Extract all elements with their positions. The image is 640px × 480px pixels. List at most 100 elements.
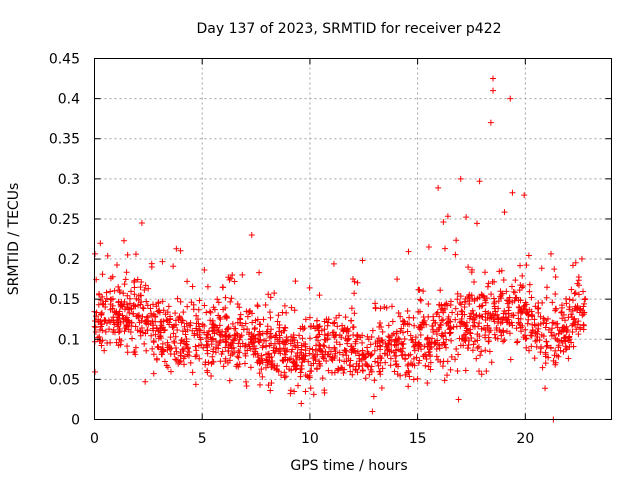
- data-point: [115, 321, 122, 328]
- data-point: [132, 303, 139, 310]
- data-point: [184, 303, 191, 310]
- data-point: [292, 278, 299, 285]
- data-point: [371, 377, 378, 384]
- data-point: [192, 381, 199, 388]
- data-point: [124, 343, 131, 350]
- data-point: [487, 119, 494, 126]
- data-point: [551, 331, 558, 338]
- y-tick-label: 0.35: [49, 132, 80, 148]
- data-point: [96, 291, 103, 298]
- data-point: [248, 231, 255, 238]
- data-point: [256, 381, 263, 388]
- data-point: [372, 300, 379, 307]
- data-point: [357, 334, 364, 341]
- data-point: [298, 400, 305, 407]
- data-point: [469, 307, 476, 314]
- data-point: [107, 288, 114, 295]
- data-point: [428, 339, 435, 346]
- data-point: [538, 331, 545, 338]
- data-point: [523, 344, 530, 351]
- data-point: [479, 314, 486, 321]
- data-point: [512, 295, 519, 302]
- data-point: [112, 309, 119, 316]
- data-point: [544, 342, 551, 349]
- data-point: [152, 331, 159, 338]
- data-point: [334, 323, 341, 330]
- data-point: [256, 269, 263, 276]
- data-point: [284, 346, 291, 353]
- data-point: [465, 337, 472, 344]
- data-point: [536, 337, 543, 344]
- data-point: [574, 321, 581, 328]
- data-point: [565, 337, 572, 344]
- data-point: [187, 359, 194, 366]
- data-point: [376, 342, 383, 349]
- data-point: [566, 306, 573, 313]
- data-point: [552, 335, 559, 342]
- data-point: [150, 301, 157, 308]
- data-point: [360, 352, 367, 359]
- data-point: [556, 327, 563, 334]
- data-point: [181, 361, 188, 368]
- data-point: [208, 373, 215, 380]
- data-point: [545, 354, 552, 361]
- data-point: [498, 295, 505, 302]
- data-point: [369, 408, 376, 415]
- data-point: [235, 347, 242, 354]
- data-point: [184, 344, 191, 351]
- y-tick-label: 0.4: [58, 92, 80, 108]
- data-point: [138, 219, 145, 226]
- data-point: [532, 330, 539, 337]
- data-point: [318, 327, 325, 334]
- data-point: [503, 288, 510, 295]
- data-point: [334, 367, 341, 374]
- data-point: [549, 299, 556, 306]
- data-point: [207, 317, 214, 324]
- data-point: [237, 316, 244, 323]
- data-point: [293, 362, 300, 369]
- data-point: [241, 360, 248, 367]
- data-point: [443, 300, 450, 307]
- data-point: [452, 316, 459, 323]
- data-point: [228, 295, 235, 302]
- data-point: [299, 323, 306, 330]
- data-point: [508, 283, 515, 290]
- data-point: [414, 342, 421, 349]
- data-point: [235, 354, 242, 361]
- data-point: [433, 353, 440, 360]
- data-point: [543, 294, 550, 301]
- data-point: [421, 343, 428, 350]
- data-point: [518, 307, 525, 314]
- data-point: [174, 327, 181, 334]
- data-point: [351, 278, 358, 285]
- data-point: [120, 290, 127, 297]
- data-point: [251, 326, 258, 333]
- data-point: [482, 316, 489, 323]
- data-point: [195, 306, 202, 313]
- data-point: [306, 284, 313, 291]
- data-point: [428, 344, 435, 351]
- data-point: [321, 331, 328, 338]
- y-tick-label: 0.1: [58, 332, 80, 348]
- data-point: [256, 370, 263, 377]
- data-point: [543, 343, 550, 350]
- data-point: [103, 289, 110, 296]
- data-point: [118, 302, 125, 309]
- data-point: [210, 321, 217, 328]
- data-point: [466, 300, 473, 307]
- data-point: [509, 322, 516, 329]
- data-point: [159, 298, 166, 305]
- data-point: [231, 349, 238, 356]
- data-point: [216, 322, 223, 329]
- data-point: [135, 292, 142, 299]
- data-point: [504, 300, 511, 307]
- data-point: [302, 388, 309, 395]
- data-point: [106, 326, 113, 333]
- data-point: [458, 315, 465, 322]
- data-point: [226, 377, 233, 384]
- data-point: [397, 313, 404, 320]
- data-point: [417, 321, 424, 328]
- data-point: [372, 305, 379, 312]
- data-point: [115, 310, 122, 317]
- data-point: [404, 328, 411, 335]
